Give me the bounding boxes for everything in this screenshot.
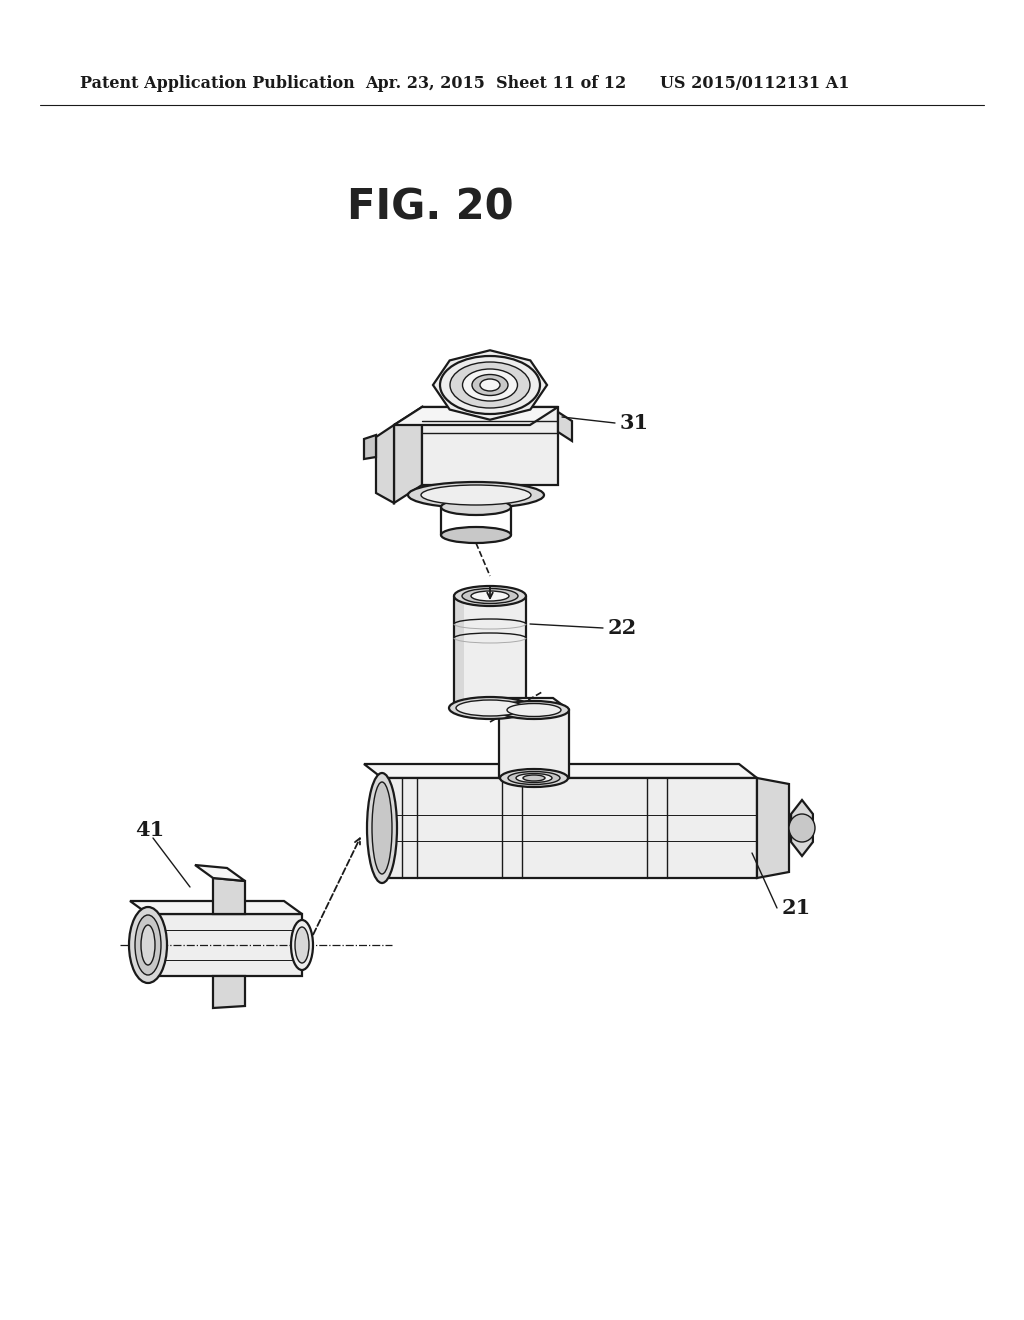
Ellipse shape [450,362,530,408]
Ellipse shape [408,482,544,508]
Polygon shape [394,407,558,425]
Text: FIG. 20: FIG. 20 [347,187,513,228]
Ellipse shape [462,589,518,603]
Ellipse shape [135,915,161,975]
Polygon shape [483,698,569,710]
Ellipse shape [141,925,155,965]
Polygon shape [130,902,302,913]
Polygon shape [364,436,376,459]
Ellipse shape [367,774,397,883]
Ellipse shape [508,771,560,784]
Ellipse shape [454,586,526,606]
Polygon shape [757,777,790,878]
Text: 31: 31 [620,413,649,433]
Ellipse shape [291,920,313,970]
Polygon shape [422,407,558,484]
Ellipse shape [507,704,561,717]
Polygon shape [394,407,422,503]
Polygon shape [213,878,245,913]
Ellipse shape [472,375,508,396]
Ellipse shape [456,700,524,715]
Polygon shape [213,975,245,1008]
Text: Patent Application Publication: Patent Application Publication [80,74,354,91]
Polygon shape [195,865,245,880]
Text: 22: 22 [608,618,637,638]
Polygon shape [364,764,757,777]
Ellipse shape [372,781,392,874]
Ellipse shape [471,591,509,601]
Ellipse shape [523,775,545,781]
Ellipse shape [129,907,167,983]
Ellipse shape [295,927,309,964]
Ellipse shape [790,814,815,842]
Ellipse shape [449,697,531,719]
Text: 41: 41 [135,820,164,840]
Ellipse shape [441,499,511,515]
Text: 21: 21 [782,898,811,917]
Polygon shape [148,913,302,975]
Ellipse shape [499,701,569,719]
Polygon shape [558,412,572,441]
Polygon shape [499,710,569,777]
Ellipse shape [440,356,540,414]
Polygon shape [376,425,394,503]
Polygon shape [792,800,813,855]
Ellipse shape [516,774,552,783]
Ellipse shape [421,484,531,506]
Polygon shape [433,350,547,420]
Text: US 2015/0112131 A1: US 2015/0112131 A1 [660,74,850,91]
Text: Apr. 23, 2015  Sheet 11 of 12: Apr. 23, 2015 Sheet 11 of 12 [365,74,627,91]
Ellipse shape [480,379,500,391]
Ellipse shape [500,770,568,787]
Ellipse shape [463,370,517,401]
Polygon shape [454,597,464,708]
Polygon shape [454,597,526,708]
Ellipse shape [441,527,511,543]
Polygon shape [382,777,757,878]
